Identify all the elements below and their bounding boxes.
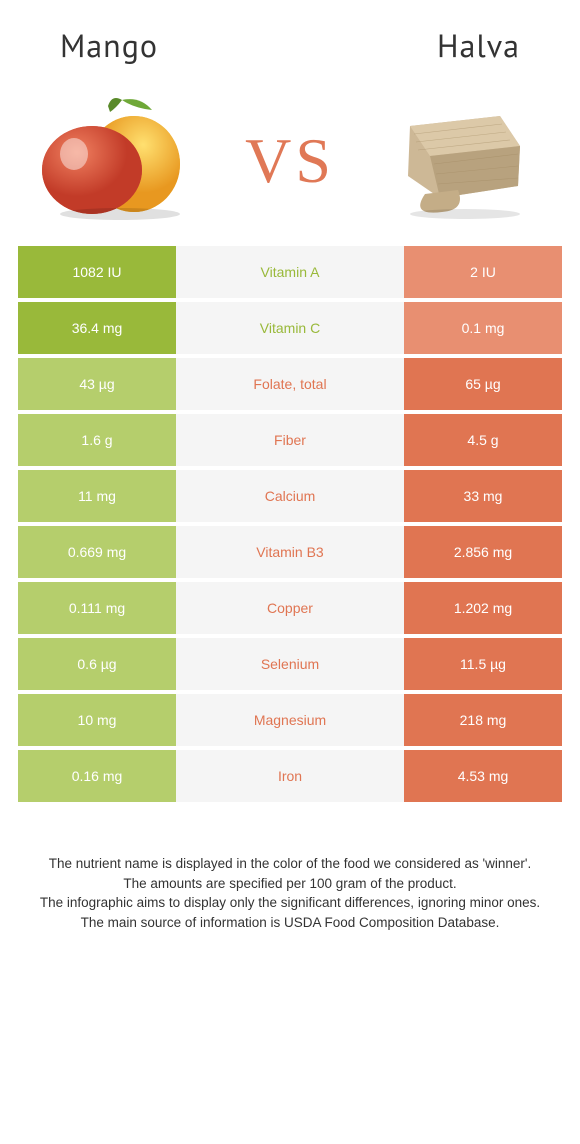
- vs-label: VS: [245, 124, 335, 198]
- table-row: 10 mgMagnesium218 mg: [18, 694, 562, 746]
- left-value: 1082 IU: [18, 246, 176, 298]
- footer-notes: The nutrient name is displayed in the co…: [0, 806, 580, 932]
- table-row: 0.16 mgIron4.53 mg: [18, 750, 562, 802]
- table-row: 0.6 µgSelenium11.5 µg: [18, 638, 562, 690]
- table-row: 1.6 gFiber4.5 g: [18, 414, 562, 466]
- left-value: 0.669 mg: [18, 526, 176, 578]
- right-value: 2.856 mg: [404, 526, 562, 578]
- table-row: 0.111 mgCopper1.202 mg: [18, 582, 562, 634]
- right-value: 4.53 mg: [404, 750, 562, 802]
- nutrient-label: Vitamin A: [176, 246, 404, 298]
- table-row: 0.669 mgVitamin B32.856 mg: [18, 526, 562, 578]
- right-value: 2 IU: [404, 246, 562, 298]
- right-value: 33 mg: [404, 470, 562, 522]
- nutrient-label: Iron: [176, 750, 404, 802]
- nutrient-label: Folate, total: [176, 358, 404, 410]
- left-value: 0.16 mg: [18, 750, 176, 802]
- halva-image: [370, 86, 550, 226]
- table-row: 36.4 mgVitamin C0.1 mg: [18, 302, 562, 354]
- table-row: 43 µgFolate, total65 µg: [18, 358, 562, 410]
- nutrient-label: Copper: [176, 582, 404, 634]
- food-left-title: Mango: [60, 24, 158, 66]
- food-right-title: Halva: [437, 24, 520, 66]
- left-value: 36.4 mg: [18, 302, 176, 354]
- left-value: 10 mg: [18, 694, 176, 746]
- right-value: 1.202 mg: [404, 582, 562, 634]
- footer-line: The nutrient name is displayed in the co…: [30, 854, 550, 874]
- mango-image: [30, 86, 210, 226]
- right-value: 11.5 µg: [404, 638, 562, 690]
- nutrient-label: Magnesium: [176, 694, 404, 746]
- nutrient-label: Vitamin C: [176, 302, 404, 354]
- nutrient-label: Selenium: [176, 638, 404, 690]
- right-value: 0.1 mg: [404, 302, 562, 354]
- header: Mango Halva: [0, 0, 580, 76]
- right-value: 65 µg: [404, 358, 562, 410]
- hero-row: VS: [0, 76, 580, 246]
- table-row: 1082 IUVitamin A2 IU: [18, 246, 562, 298]
- left-value: 1.6 g: [18, 414, 176, 466]
- nutrient-label: Calcium: [176, 470, 404, 522]
- nutrient-label: Vitamin B3: [176, 526, 404, 578]
- footer-line: The main source of information is USDA F…: [30, 913, 550, 933]
- footer-line: The amounts are specified per 100 gram o…: [30, 874, 550, 894]
- left-value: 0.111 mg: [18, 582, 176, 634]
- right-value: 4.5 g: [404, 414, 562, 466]
- left-value: 43 µg: [18, 358, 176, 410]
- nutrient-table: 1082 IUVitamin A2 IU36.4 mgVitamin C0.1 …: [0, 246, 580, 802]
- footer-line: The infographic aims to display only the…: [30, 893, 550, 913]
- nutrient-label: Fiber: [176, 414, 404, 466]
- left-value: 0.6 µg: [18, 638, 176, 690]
- right-value: 218 mg: [404, 694, 562, 746]
- table-row: 11 mgCalcium33 mg: [18, 470, 562, 522]
- left-value: 11 mg: [18, 470, 176, 522]
